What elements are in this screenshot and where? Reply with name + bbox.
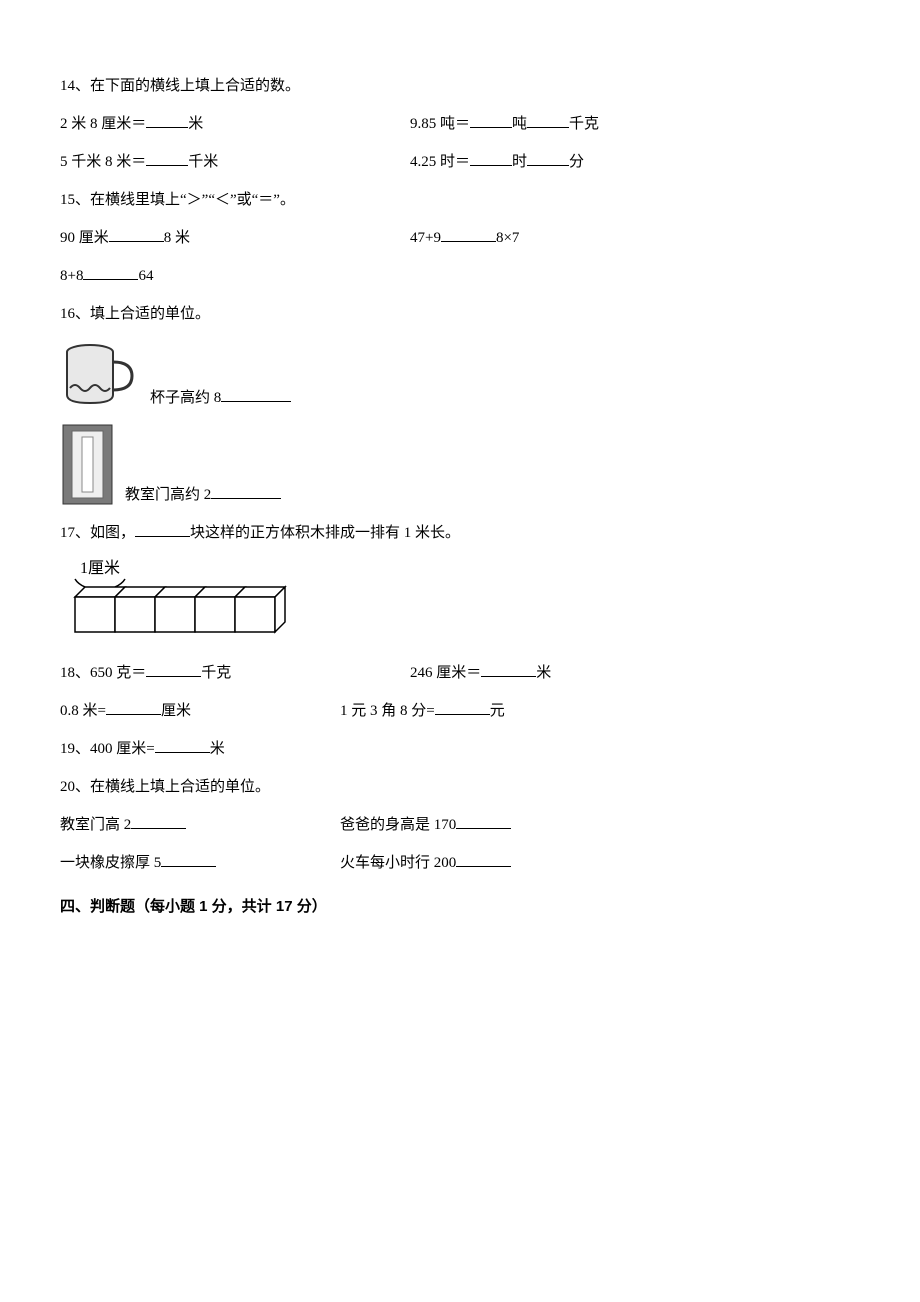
- q14-row2: 5 千米 8 米＝ 千米 4.25 时＝ 时 分: [60, 150, 860, 174]
- blank: [211, 483, 281, 499]
- q18-r2b-pre: 1 元 3 角 8 分=: [340, 703, 435, 719]
- blank: [456, 813, 511, 829]
- blank: [146, 150, 188, 166]
- blank: [456, 851, 511, 867]
- blank: [131, 813, 186, 829]
- blank: [470, 150, 512, 166]
- q20-row2: 一块橡皮擦厚 5 火车每小时行 200: [60, 851, 860, 875]
- blank: [470, 112, 512, 128]
- blank: [481, 661, 536, 677]
- q16-door-row: 教室门高约 2: [60, 422, 860, 507]
- q18-r1a-pre: 18、650 克＝: [60, 665, 146, 681]
- q20-prompt: 20、在横线上填上合适的单位。: [60, 775, 860, 799]
- q19-pre: 19、400 厘米=: [60, 741, 155, 757]
- blank: [435, 699, 490, 715]
- q14-r2b-post: 分: [569, 154, 584, 170]
- q14-r2b-mid: 时: [512, 154, 527, 170]
- section-4-heading: 四、判断题（每小题 1 分，共计 17 分）: [60, 895, 860, 919]
- q15-r1a-post: 8 米: [164, 230, 190, 246]
- q14-prompt: 14、在下面的横线上填上合适的数。: [60, 74, 860, 98]
- blank: [109, 226, 164, 242]
- q15-r2a-post: 64: [138, 268, 153, 284]
- blank: [221, 386, 291, 402]
- q20-r1a: 教室门高 2: [60, 817, 131, 833]
- q17-prompt: 17、如图， 块这样的正方体积木排成一排有 1 米长。: [60, 521, 860, 545]
- q14-r1b-pre: 9.85 吨＝: [410, 116, 470, 132]
- q19-post: 米: [210, 741, 225, 757]
- blank: [161, 851, 216, 867]
- cup-icon: [60, 340, 140, 410]
- q20-r1b: 爸爸的身高是 170: [340, 817, 456, 833]
- q18-r1a-post: 千克: [201, 665, 231, 681]
- q18-r2b-post: 元: [490, 703, 505, 719]
- q17-pre: 17、如图，: [60, 525, 135, 541]
- blank: [146, 661, 201, 677]
- cube-row-icon: 1厘米: [60, 559, 340, 639]
- blank: [527, 112, 569, 128]
- q14-r1a-post: 米: [188, 116, 203, 132]
- blank: [83, 264, 138, 280]
- q18-r1b-pre: 246 厘米＝: [410, 665, 481, 681]
- q15-row1: 90 厘米 8 米 47+9 8×7: [60, 226, 860, 250]
- q15-row2: 8+8 64: [60, 264, 860, 288]
- q16-cup-row: 杯子高约 8: [60, 340, 860, 410]
- q16-prompt: 16、填上合适的单位。: [60, 302, 860, 326]
- q18-r2a-post: 厘米: [161, 703, 191, 719]
- q18-r2a-pre: 0.8 米=: [60, 703, 106, 719]
- q14-r1b-mid: 吨: [512, 116, 527, 132]
- q15-prompt: 15、在横线里填上“＞”“＜”或“＝”。: [60, 188, 860, 212]
- blank: [135, 521, 190, 537]
- blank: [106, 699, 161, 715]
- q18-r1b-post: 米: [536, 665, 551, 681]
- blank: [527, 150, 569, 166]
- blank: [155, 737, 210, 753]
- blank: [441, 226, 496, 242]
- q14-row1: 2 米 8 厘米＝ 米 9.85 吨＝ 吨 千克: [60, 112, 860, 136]
- q20-r2b: 火车每小时行 200: [340, 855, 456, 871]
- q16-cup-label: 杯子高约 8: [150, 390, 221, 406]
- q20-row1: 教室门高 2 爸爸的身高是 170: [60, 813, 860, 837]
- q15-r2a-pre: 8+8: [60, 268, 83, 284]
- q14-r1b-post: 千克: [569, 116, 599, 132]
- q15-r1b-post: 8×7: [496, 230, 519, 246]
- q19: 19、400 厘米= 米: [60, 737, 860, 761]
- q14-r1a-pre: 2 米 8 厘米＝: [60, 116, 146, 132]
- q14-r2a-pre: 5 千米 8 米＝: [60, 154, 146, 170]
- q14-r2b-pre: 4.25 时＝: [410, 154, 470, 170]
- q18-row1: 18、650 克＝ 千克 246 厘米＝ 米: [60, 661, 860, 685]
- q17-figure: 1厘米: [60, 559, 860, 647]
- q20-r2a: 一块橡皮擦厚 5: [60, 855, 161, 871]
- door-icon: [60, 422, 115, 507]
- q16-door-label: 教室门高约 2: [125, 487, 211, 503]
- q18-row2: 0.8 米= 厘米 1 元 3 角 8 分= 元: [60, 699, 860, 723]
- cube-label: 1厘米: [80, 559, 120, 577]
- blank: [146, 112, 188, 128]
- q14-r2a-post: 千米: [188, 154, 218, 170]
- q17-post: 块这样的正方体积木排成一排有 1 米长。: [190, 525, 460, 541]
- q15-r1a-pre: 90 厘米: [60, 230, 109, 246]
- q15-r1b-pre: 47+9: [410, 230, 441, 246]
